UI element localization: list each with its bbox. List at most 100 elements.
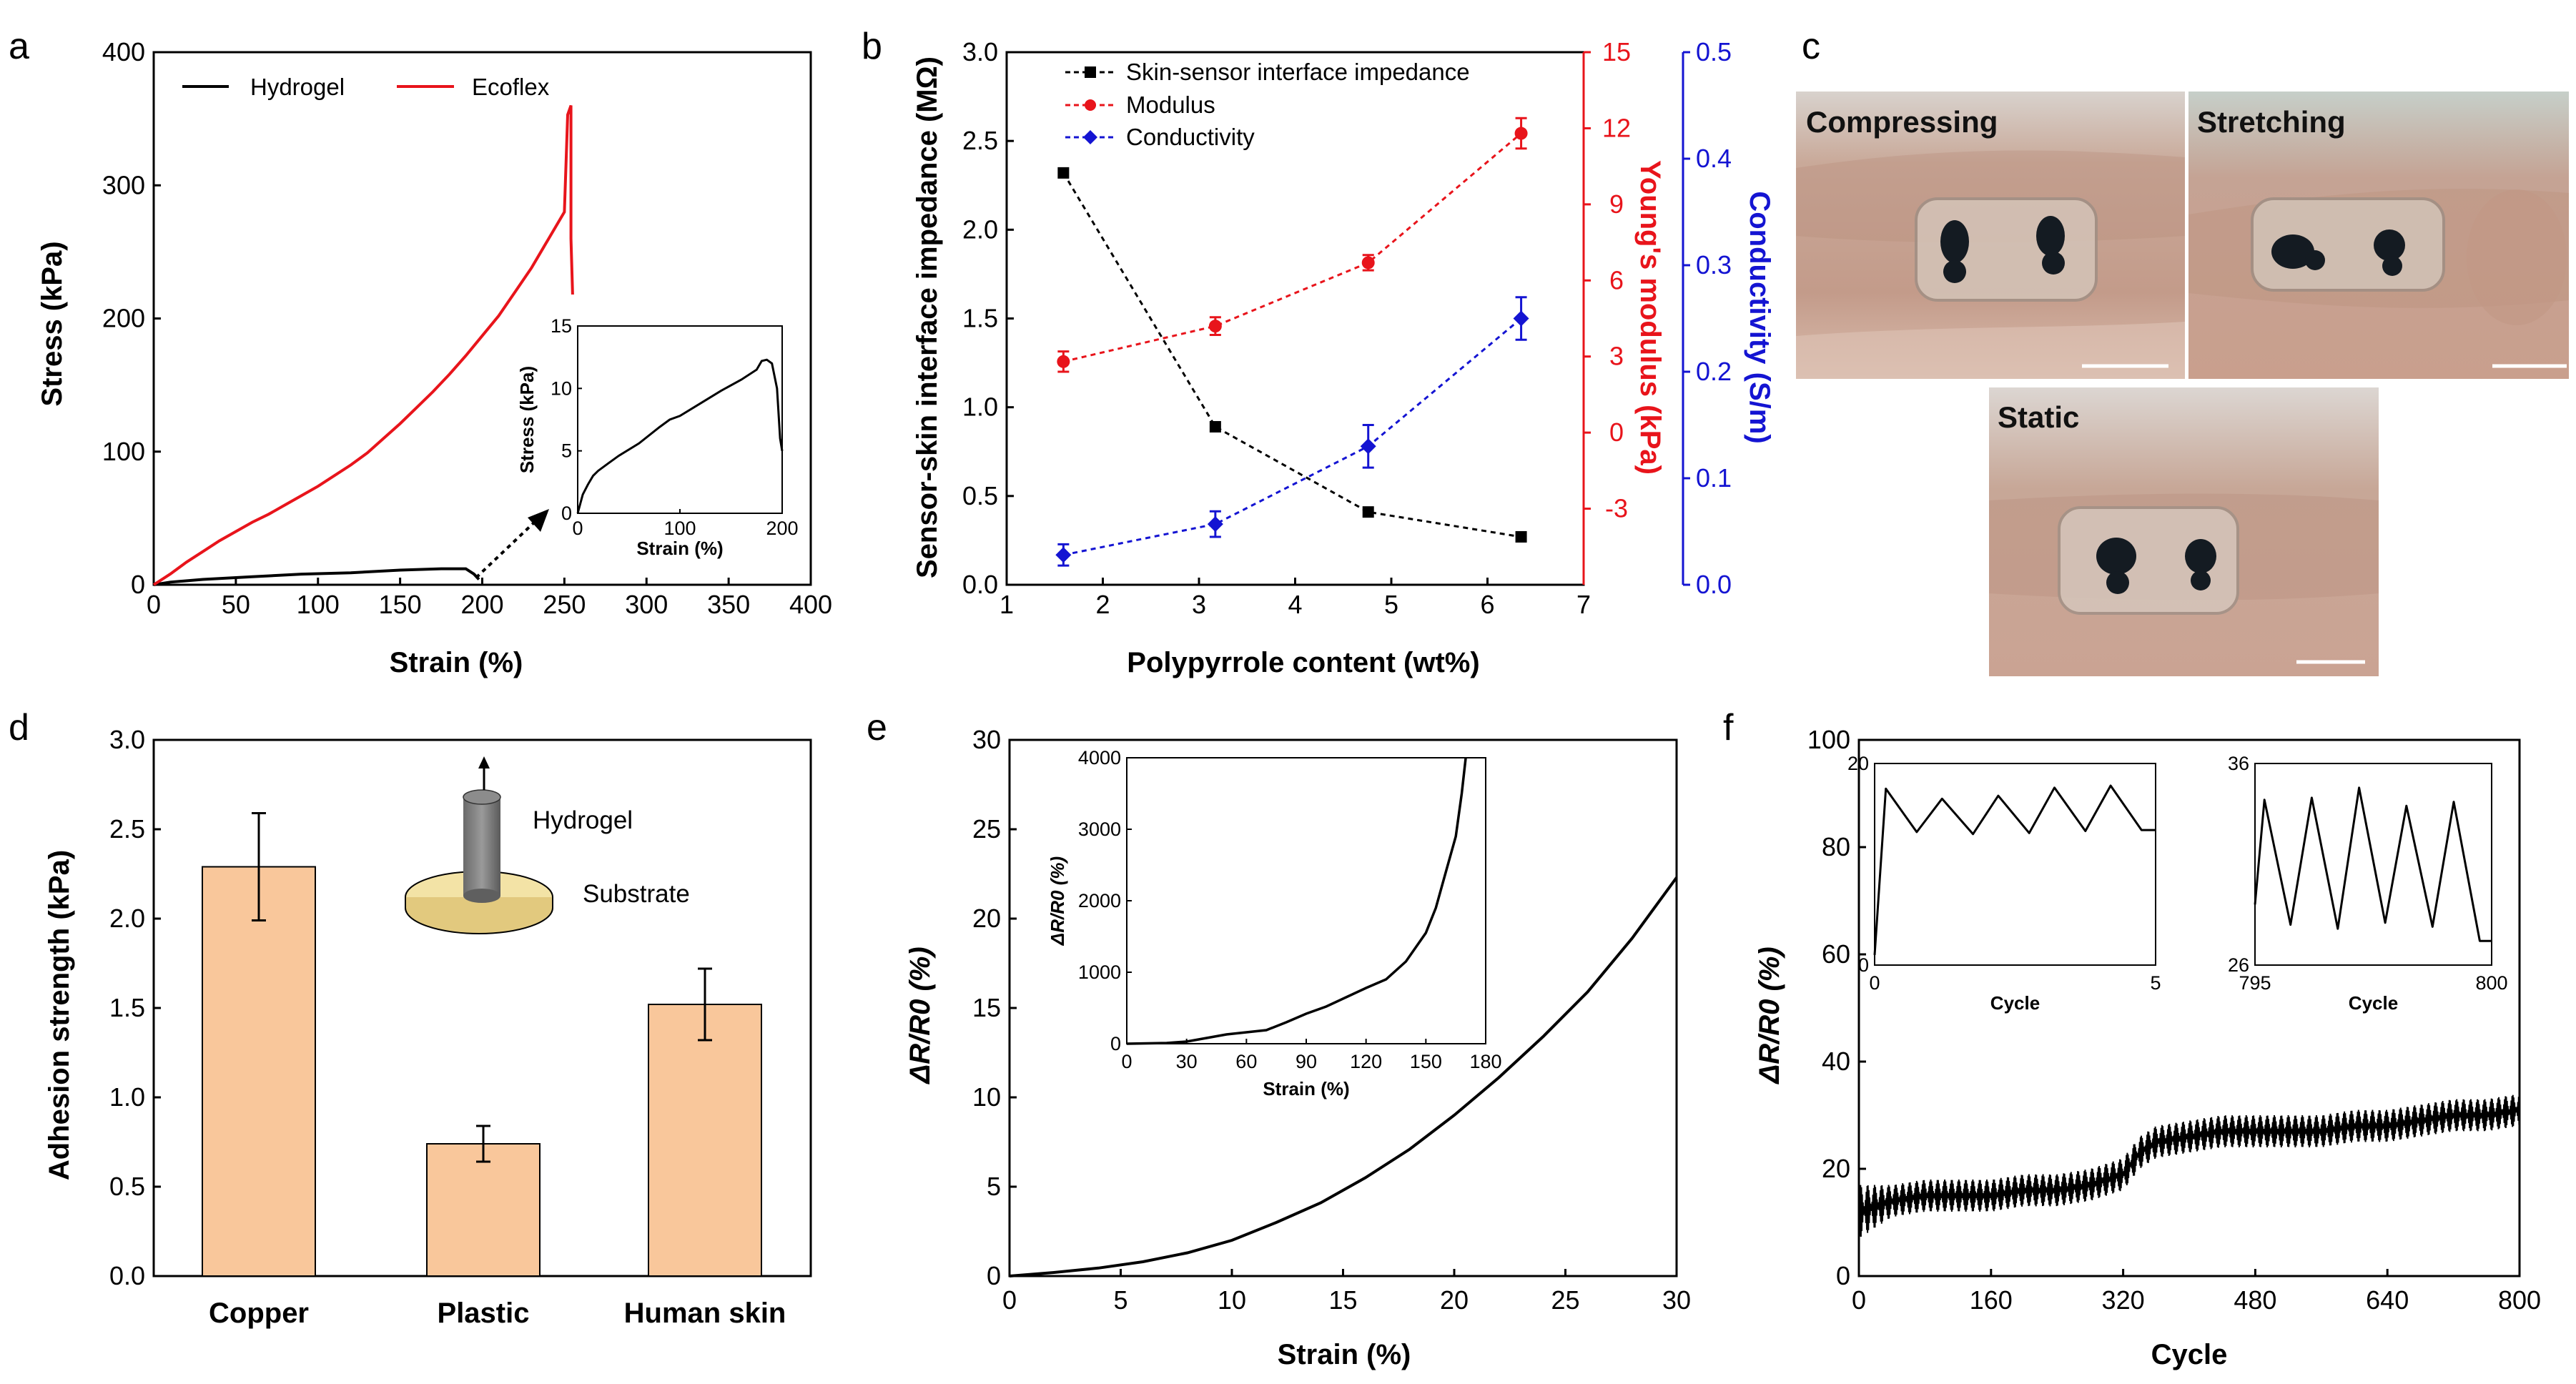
panel-e-inset-xtick-label: 60 [1235, 1051, 1257, 1072]
legend-label-impedance: Skin-sensor interface impedance [1126, 59, 1470, 85]
category-label: Plastic [438, 1298, 530, 1329]
panel-b-xtick-label: 2 [1095, 590, 1110, 619]
panel-e-inset-ytick-label: 1000 [1078, 962, 1121, 983]
panel-f-ylabel: ΔR/R0 (%) [1754, 946, 1785, 1084]
panel-b-y2tick-label: 3 [1609, 342, 1624, 371]
panel-b-xtick-label: 5 [1384, 590, 1398, 619]
panel-f-inset1-xtick-label: 0 [1869, 972, 1880, 994]
panel-a-xtick-label: 150 [379, 590, 422, 619]
series-line-impedance [1062, 172, 1521, 538]
bar-copper [202, 866, 316, 1277]
panel-d-ytick-label: 2.5 [109, 814, 145, 844]
legend-label-conductivity: Conductivity [1126, 124, 1255, 150]
panel-f-inset2-xtick-label: 800 [2475, 972, 2507, 994]
legend-marker-modulus [1085, 99, 1096, 111]
panel-a-inset-xtick-label: 0 [572, 518, 583, 539]
panel-e-ytick-label: 30 [972, 725, 1001, 754]
data-point-impedance [1057, 167, 1070, 179]
panel-a-inset-xtick-label: 100 [663, 518, 696, 539]
panel-a-inset-xtick-label: 200 [766, 518, 798, 539]
panel-c-photos: Compressing Stretching Static [1796, 92, 2569, 676]
panel-b-plot-frame [1005, 51, 1585, 586]
series-line-conductivity [1063, 317, 1522, 556]
panel-f-inset1-ytick-label: 20 [1847, 753, 1869, 774]
panel-e-ytick-label: 25 [972, 814, 1001, 844]
panel-a-inset-ytick-label: 10 [551, 377, 572, 399]
panel-d-ytick-label: 0.5 [109, 1172, 145, 1201]
panel-a-xtick-label: 400 [789, 590, 832, 619]
panel-f-xtick-label: 0 [1852, 1285, 1866, 1315]
panel-b-y2tick-label: 6 [1609, 265, 1624, 295]
legend-label-ecoflex: Ecoflex [472, 74, 550, 100]
hydrogel-cylinder [463, 797, 500, 896]
panel-e-xtick-label: 15 [1328, 1285, 1357, 1315]
panel-f-xlabel: Cycle [2151, 1339, 2228, 1370]
series-line-modulus [1063, 132, 1522, 363]
panel-b-y2tick-label: 12 [1602, 113, 1631, 142]
panel-b-xlabel: Polypyrrole content (wt%) [1127, 647, 1479, 678]
data-point-conductivity [1513, 310, 1529, 327]
panel-f-ytick-label: 0 [1836, 1261, 1850, 1290]
panel-b-y2tick-label: 15 [1602, 37, 1631, 66]
photo-compressing: Compressing [1796, 92, 2185, 379]
panel-a-ytick-label: 200 [102, 304, 145, 333]
photo-label-static: Static [1998, 400, 2079, 434]
data-point-conductivity [1207, 516, 1223, 533]
panel-a-ytick-label: 0 [131, 570, 145, 599]
panel-f-ytick-label: 40 [1822, 1047, 1850, 1076]
panel-f-inset2-ytick-label: 26 [2228, 954, 2249, 976]
panel-a-xtick-label: 200 [460, 590, 503, 619]
panel-letter-b: b [862, 26, 882, 67]
panel-b-ytick-label: 2.5 [962, 126, 998, 155]
panel-a-legend: Hydrogel Ecoflex [182, 74, 550, 100]
panel-letter-f: f [1723, 707, 1734, 748]
legend-label-modulus: Modulus [1126, 92, 1215, 118]
panel-f-ytick-label: 20 [1822, 1154, 1850, 1183]
data-point-impedance [1515, 530, 1527, 543]
data-point-impedance [1209, 420, 1221, 432]
panel-f-xtick-label: 320 [2102, 1285, 2145, 1315]
panel-e-chart: 0 5 10 15 20 25 30 0 5 10 15 20 25 30 0 30 60 90 120 150 18… [904, 725, 1691, 1370]
panel-letter-c: c [1802, 26, 1820, 67]
inset-series-line [1126, 757, 1467, 1045]
panel-a-ylabel: Stress (kPa) [36, 241, 68, 406]
panel-b-chart: 1 2 3 4 5 6 70.00.51.01.52.02.53.0-3036912150.… [912, 37, 1775, 678]
panel-b-y3label: Conductivity (S/m) [1744, 191, 1775, 443]
panel-e-xlabel: Strain (%) [1278, 1339, 1411, 1370]
panel-f-ytick-label: 80 [1822, 832, 1850, 861]
panel-e-xtick-label: 10 [1218, 1285, 1246, 1315]
panel-a-xtick-label: 0 [147, 590, 161, 619]
panel-d-chart: 0.0 0.5 1.0 1.5 2.0 2.5 3.0 Copper Plastic Human… [44, 725, 812, 1329]
panel-e-inset-xtick-label: 180 [1469, 1051, 1501, 1072]
panel-f-inset1-ytick-label: 0 [1858, 954, 1869, 976]
panel-e-inset-ytick-label: 3000 [1078, 819, 1121, 840]
panel-f-inset2-xtick-label: 795 [2239, 972, 2271, 994]
category-label: Human skin [624, 1298, 786, 1329]
panel-a-xtick-label: 50 [222, 590, 250, 619]
panel-e-ytick-label: 20 [972, 904, 1001, 933]
panel-b-y2label: Young's modulus (kPa) [1634, 160, 1666, 475]
panel-e-xtick-label: 25 [1551, 1285, 1579, 1315]
panel-b-xtick-label: 1 [1000, 590, 1014, 619]
category-label: Copper [209, 1298, 309, 1329]
photo-label-compressing: Compressing [1806, 105, 1998, 139]
panel-e-ytick-label: 15 [972, 993, 1001, 1022]
photo-static: Static [1989, 387, 2379, 676]
bar-human-skin [648, 1004, 762, 1277]
panel-f-inset2-ytick-label: 36 [2228, 753, 2249, 774]
panel-b-xtick-label: 6 [1480, 590, 1494, 619]
panel-a-ytick-label: 100 [102, 437, 145, 466]
panel-e-inset-bg [1127, 758, 1486, 1044]
panel-b-ylabel: Sensor-skin interface impedance (MΩ) [912, 56, 943, 578]
data-point-modulus [1208, 320, 1222, 333]
legend-label-hydrogel: Hydrogel [250, 74, 345, 100]
panel-f-inset1-plot-frame [1874, 763, 2156, 966]
panel-a-inset-arrow [475, 509, 549, 579]
bar-plastic [426, 1143, 541, 1277]
panel-e-inset-xtick-label: 90 [1296, 1051, 1317, 1072]
panel-b-y3tick-label: 0.5 [1696, 37, 1732, 66]
adhesion-test-schematic: Hydrogel Substrate [405, 756, 690, 934]
panel-b-y2tick-label: 0 [1609, 417, 1624, 447]
series-line-ecoflex [152, 104, 574, 586]
panel-f-inset2-plot-frame [2254, 763, 2492, 966]
